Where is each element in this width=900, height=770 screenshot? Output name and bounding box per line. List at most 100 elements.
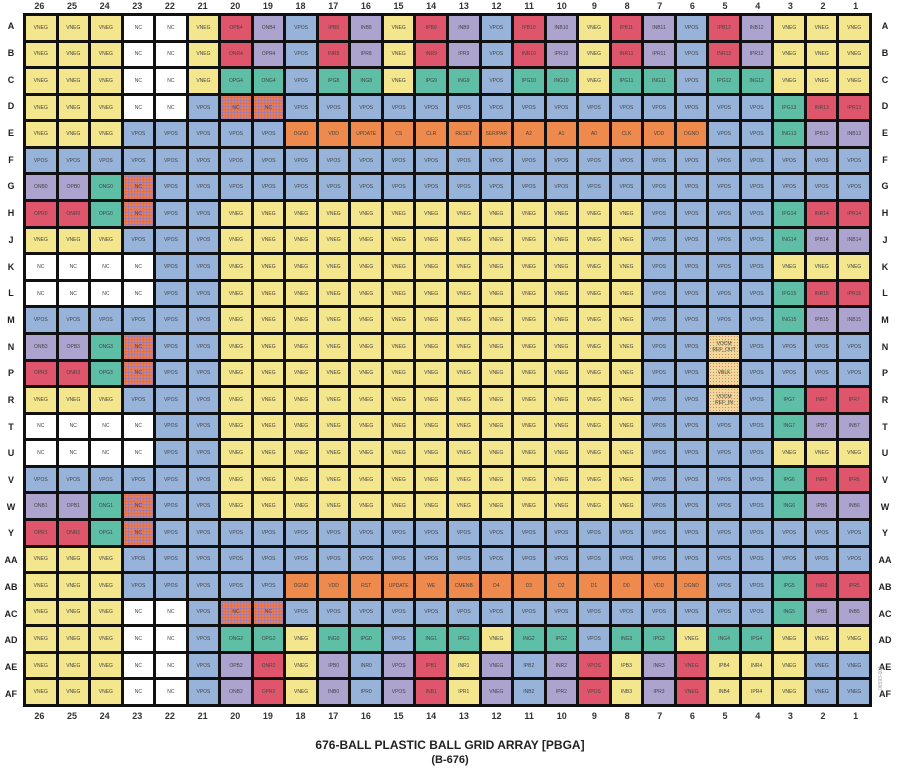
ball-J-23: VPOS	[123, 228, 154, 253]
ball-J-9: VNEG	[579, 228, 609, 253]
ball-T-22: VPOS	[156, 414, 186, 439]
ball-J-26: VNEG	[26, 228, 56, 253]
ball-AA-6: VPOS	[676, 547, 707, 572]
ball-K-9: VNEG	[579, 255, 609, 279]
ball-AA-1: VPOS	[839, 547, 869, 572]
ball-N-6: VPOS	[676, 334, 707, 359]
ball-B-2: VNEG	[806, 42, 837, 67]
ball-AA-26: VNEG	[26, 547, 56, 572]
column-label: 10	[556, 1, 567, 11]
ball-AE-4: INR4	[741, 653, 772, 678]
ball-L-2: INR15	[806, 281, 837, 306]
ball-L-4: VPOS	[741, 281, 772, 306]
ball-L-25: NC	[58, 281, 89, 306]
ball-H-4: VPOS	[741, 202, 772, 226]
ball-N-19: VNEG	[253, 334, 284, 359]
ball-W-11: VNEG	[514, 494, 544, 518]
ball-AC-1: INB5	[839, 600, 869, 625]
ball-grid: VNEG VNEG VNEG NC NC VNEG OPB4 ONB4 VPOS IPB8 INB8…	[23, 13, 872, 707]
ball-A-11: IPB10	[514, 16, 544, 40]
ball-U-3: VNEG	[774, 441, 804, 465]
ball-L-20: VNEG	[221, 281, 251, 306]
ball-E-18: DGND	[286, 122, 316, 146]
ball-AF-26: VNEG	[26, 680, 56, 704]
ball-M-7: VPOS	[644, 308, 674, 332]
ball-F-9: VPOS	[579, 148, 609, 173]
ball-M-16: VNEG	[351, 308, 381, 332]
ball-K-12: VNEG	[481, 255, 512, 279]
ball-E-3: ING13	[774, 122, 804, 146]
ball-E-10: A1	[546, 122, 577, 146]
ball-AC-22: NC	[156, 600, 186, 625]
ball-H-16: VNEG	[351, 202, 381, 226]
ball-C-2: VNEG	[806, 69, 837, 93]
ball-N-11: VNEG	[514, 334, 544, 359]
ball-AD-6: VNEG	[676, 627, 707, 651]
ball-A-5: IPB12	[709, 16, 739, 40]
ball-P-18: VNEG	[286, 361, 316, 386]
ball-W-24: ONG1	[91, 494, 121, 518]
ball-G-25: OPB0	[58, 175, 89, 200]
ball-AA-13: VPOS	[449, 547, 479, 572]
ball-H-11: VNEG	[514, 202, 544, 226]
ball-A-10: INB10	[546, 16, 577, 40]
ball-F-11: VPOS	[514, 148, 544, 173]
ball-A-21: VNEG	[188, 16, 219, 40]
ball-K-5: VPOS	[709, 255, 739, 279]
ball-F-12: VPOS	[481, 148, 512, 173]
ball-C-26: VNEG	[26, 69, 56, 93]
ball-Y-4: VPOS	[741, 520, 772, 545]
ball-A-17: IPB8	[318, 16, 349, 40]
ball-E-20: VPOS	[221, 122, 251, 146]
ball-AA-24: VNEG	[91, 547, 121, 572]
column-label: 14	[426, 711, 437, 721]
ball-P-7: VPOS	[644, 361, 674, 386]
ball-T-5: VPOS	[709, 414, 739, 439]
ball-H-14: VNEG	[416, 202, 446, 226]
ball-AB-11: D3	[514, 574, 544, 598]
ball-A-13: INB9	[449, 16, 479, 40]
row-label: D	[7, 101, 15, 112]
ball-Y-1: VPOS	[839, 520, 869, 545]
ball-P-11: VNEG	[514, 361, 544, 386]
row-label: U	[881, 448, 889, 459]
row-label: AD	[4, 635, 18, 646]
ball-AC-21: VPOS	[188, 600, 219, 625]
ball-K-14: VNEG	[416, 255, 446, 279]
ball-AB-5: VPOS	[709, 574, 739, 598]
ball-F-1: VPOS	[839, 148, 869, 173]
ball-N-16: VNEG	[351, 334, 381, 359]
ball-U-14: VNEG	[416, 441, 446, 465]
ball-AC-20: NC	[221, 600, 251, 625]
ball-J-13: VNEG	[449, 228, 479, 253]
ball-F-7: VPOS	[644, 148, 674, 173]
ball-L-19: VNEG	[253, 281, 284, 306]
ball-R-10: VNEG	[546, 388, 577, 412]
ball-A-26: VNEG	[26, 16, 56, 40]
ball-H-6: VPOS	[676, 202, 707, 226]
ball-C-7: ING11	[644, 69, 674, 93]
column-label: 2	[820, 1, 826, 11]
ball-Y-12: VPOS	[481, 520, 512, 545]
ball-AE-15: VPOS	[383, 653, 414, 678]
ball-J-3: ING14	[774, 228, 804, 253]
ball-AE-17: IPB0	[318, 653, 349, 678]
row-label: K	[7, 261, 15, 272]
row-label: J	[882, 234, 888, 245]
ball-G-23: NC	[123, 175, 154, 200]
ball-F-16: VPOS	[351, 148, 381, 173]
ball-K-13: VNEG	[449, 255, 479, 279]
ball-P-25: ONR3	[58, 361, 89, 386]
ball-G-9: VPOS	[579, 175, 609, 200]
ball-P-4: VPOS	[741, 361, 772, 386]
ball-AD-17: ING0	[318, 627, 349, 651]
ball-P-23: NC	[123, 361, 154, 386]
ball-Y-18: VPOS	[286, 520, 316, 545]
row-label: E	[7, 128, 14, 139]
row-label: AD	[878, 635, 892, 646]
ball-F-20: VPOS	[221, 148, 251, 173]
ball-V-24: VPOS	[91, 467, 121, 492]
ball-AF-3: VNEG	[774, 680, 804, 704]
ball-K-16: VNEG	[351, 255, 381, 279]
ball-P-24: OPG3	[91, 361, 121, 386]
